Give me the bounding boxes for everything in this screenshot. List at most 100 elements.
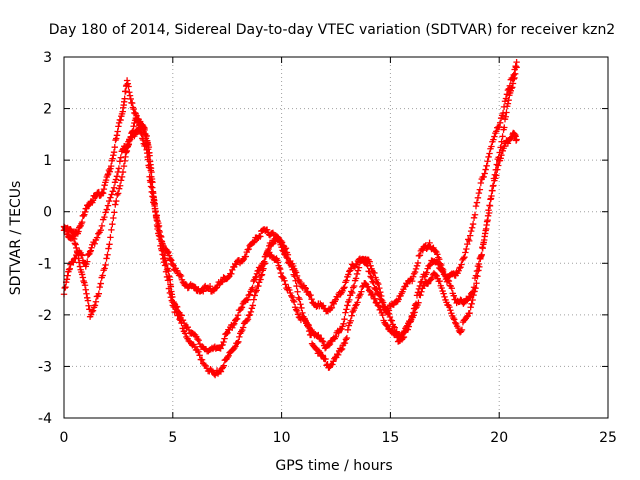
data-point [165,285,173,292]
data-point [63,230,71,238]
data-point [155,223,162,231]
data-point [149,193,156,200]
data-point [139,136,147,144]
data-point [78,251,85,258]
data-point [119,168,127,176]
data-point [221,335,228,342]
data-point [488,187,496,194]
data-point [151,202,158,210]
y-tick-label: -1 [38,256,52,272]
data-point [307,331,315,339]
data-point [359,255,367,263]
data-point [376,291,383,299]
data-point [294,288,301,295]
data-point [506,82,514,90]
data-point [411,309,418,316]
data-point [276,264,283,272]
y-tick-label: -3 [38,359,52,375]
data-point [142,141,149,148]
data-point [471,211,479,218]
data-point [365,287,373,294]
data-point [109,220,116,228]
data-point [344,326,352,334]
data-point [490,175,498,182]
data-point [250,296,257,303]
data-point [304,322,311,329]
data-point [281,277,288,284]
data-point [466,294,473,301]
data-point [282,281,289,288]
data-point [152,212,160,219]
data-point [500,103,508,111]
data-point [482,225,490,233]
data-point [378,296,385,303]
data-point [441,293,448,301]
data-point [250,239,257,246]
data-point [224,353,231,361]
data-point [159,251,166,258]
data-point [121,95,128,102]
data-point [244,316,252,323]
data-point [219,341,226,349]
data-point [142,142,150,149]
data-point [113,135,120,142]
data-point [80,212,87,220]
data-point [279,273,286,281]
data-point [249,302,257,309]
data-point [113,191,121,199]
data-point [231,320,238,327]
data-point [477,255,484,262]
data-point [162,268,170,275]
data-point [340,285,347,292]
data-point [315,331,322,339]
data-point [91,193,99,201]
data-point [485,153,492,161]
data-point [465,236,472,243]
data-point [299,309,306,317]
data-point [89,197,97,204]
data-point [358,288,365,295]
data-point [456,264,463,272]
data-point [353,261,361,268]
data-point [115,165,123,172]
data-point [249,284,256,292]
data-point [64,272,71,279]
data-point [393,334,401,341]
data-point [72,241,79,248]
data-point [160,259,168,266]
data-point [391,324,398,331]
data-point [239,257,247,264]
data-point [117,154,125,161]
data-point [128,128,136,136]
data-point [375,280,382,288]
data-point [115,119,123,127]
data-point [504,86,512,94]
data-point [513,136,520,143]
data-point [164,277,172,284]
data-point [510,71,517,79]
x-axis-label: GPS time / hours [275,458,392,474]
data-point [512,62,519,70]
data-point [163,273,171,281]
data-point [355,264,363,271]
data-point [395,296,402,303]
data-point [364,262,371,269]
data-point [99,189,106,196]
data-point [225,273,232,281]
data-point [419,247,426,254]
data-point [166,289,174,297]
data-point [260,265,267,272]
series-track-2 [60,64,520,379]
data-point [200,288,207,295]
data-point [172,305,179,313]
data-point [257,233,264,240]
data-point [242,253,250,260]
data-point [427,276,435,283]
data-point [111,209,118,216]
data-point [451,319,459,326]
data-point [99,190,107,197]
data-point [165,248,172,256]
data-point [263,248,271,256]
data-point [82,286,89,293]
data-point [233,315,241,323]
